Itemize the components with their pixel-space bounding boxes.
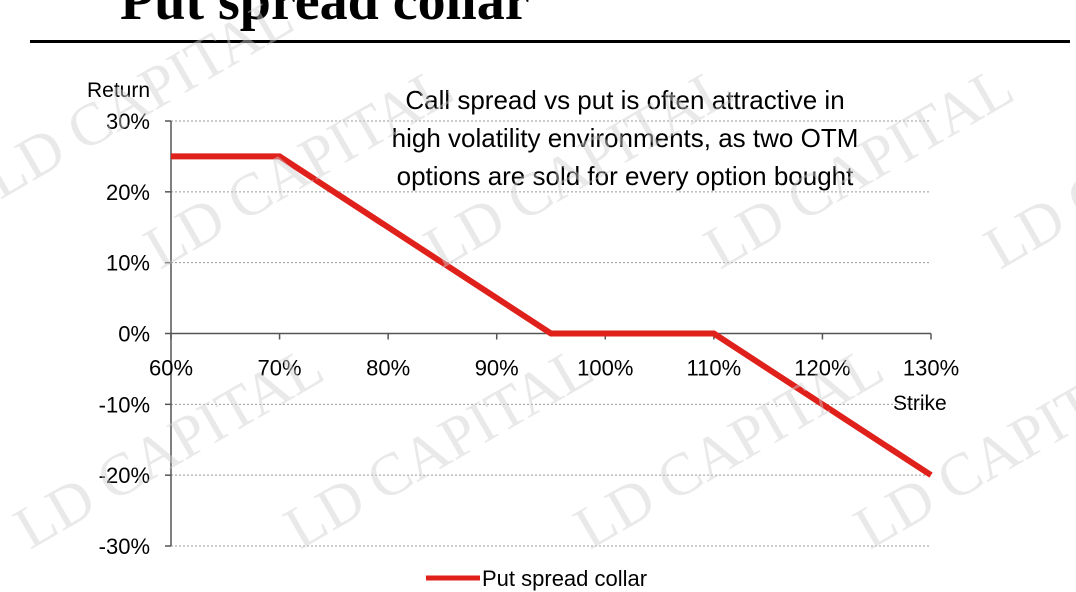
- watermark-text: LD CAPITAL: [274, 332, 604, 561]
- title-divider: [30, 40, 1070, 43]
- y-tick-labels: 30% 20% 10% 0% -10% -20% -30%: [99, 109, 150, 559]
- y-tick-label: 0%: [118, 322, 150, 347]
- x-tick-label: 130%: [903, 356, 959, 381]
- y-tick-label: 30%: [106, 109, 150, 134]
- x-tick-label: 100%: [577, 356, 633, 381]
- legend-label: Put spread collar: [482, 566, 647, 591]
- legend: Put spread collar: [426, 566, 647, 591]
- grid-lines: [171, 120, 931, 547]
- annotation-line: Call spread vs put is often attractive i…: [405, 85, 844, 115]
- y-axis-title: Return: [87, 79, 150, 102]
- series-lines: [171, 153, 933, 478]
- y-tick-label: -10%: [99, 392, 150, 417]
- y-tick-label: -30%: [99, 534, 150, 559]
- annotation-line: high volatility environments, as two OTM: [392, 123, 859, 153]
- slide-title: Put spread collar: [120, 0, 530, 32]
- x-tick-label: 60%: [149, 356, 193, 381]
- annotation-text: Call spread vs put is often attractive i…: [392, 85, 859, 191]
- x-tick-label: 90%: [475, 356, 519, 381]
- x-tick-label: 70%: [258, 356, 302, 381]
- x-tick-label: 80%: [366, 356, 410, 381]
- series-line: [171, 153, 933, 478]
- x-tick-label: 120%: [794, 356, 850, 381]
- x-tick-labels: 60% 70% 80% 90% 100% 110% 120% 130%: [149, 356, 959, 381]
- y-tick-label: 20%: [106, 180, 150, 205]
- x-axis-title: Strike: [893, 392, 947, 415]
- y-tick-label: -20%: [99, 463, 150, 488]
- y-tick-label: 10%: [106, 251, 150, 276]
- x-tick-label: 110%: [687, 356, 742, 381]
- annotation-line: options are sold for every option bought: [397, 161, 855, 191]
